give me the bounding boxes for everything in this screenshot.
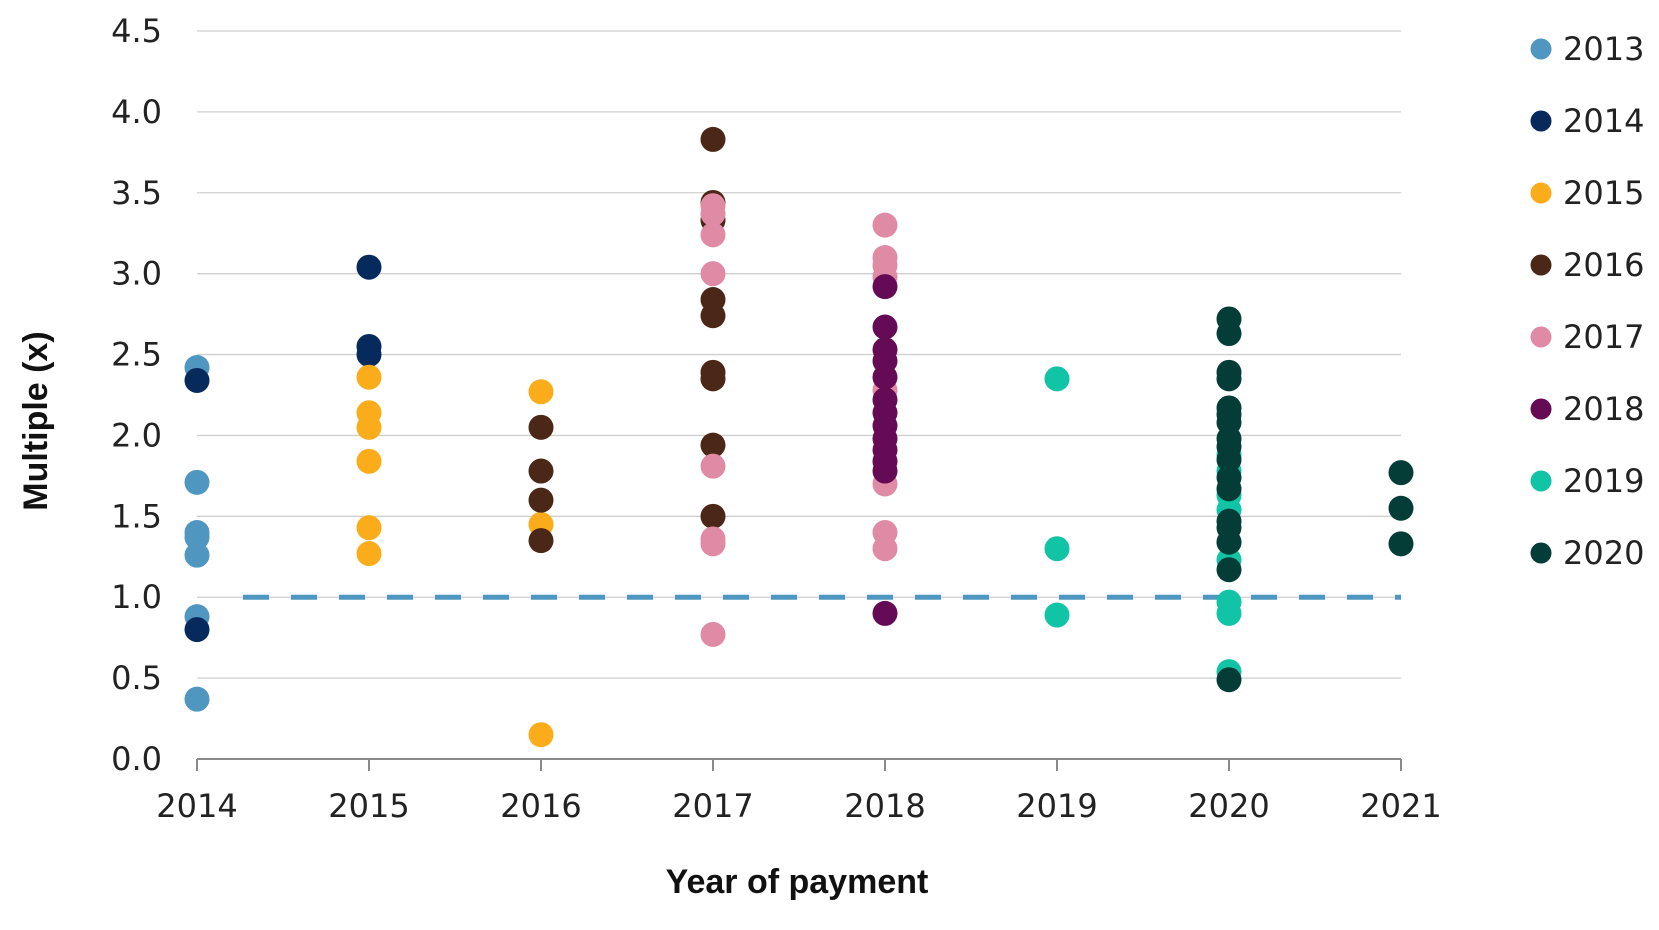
data-point-2018 bbox=[872, 314, 898, 340]
x-tick-label: 2016 bbox=[500, 787, 581, 825]
legend-marker-2020 bbox=[1530, 542, 1552, 564]
legend-marker-2016 bbox=[1530, 254, 1552, 276]
data-point-2017 bbox=[872, 212, 898, 238]
data-point-2017 bbox=[700, 201, 726, 227]
y-tick-label: 0.0 bbox=[111, 740, 162, 778]
legend-marker-2017 bbox=[1530, 326, 1552, 348]
y-tick-label: 4.5 bbox=[111, 12, 162, 50]
x-tick-label: 2021 bbox=[1360, 787, 1441, 825]
data-points bbox=[184, 126, 1414, 748]
legend-marker-2018 bbox=[1530, 398, 1552, 420]
y-tick-label: 2.5 bbox=[111, 336, 162, 374]
data-point-2019 bbox=[1044, 602, 1070, 628]
x-tick-label: 2019 bbox=[1016, 787, 1097, 825]
legend: 2013 2014 2015 2016 2017 2018 2019 2020 bbox=[1530, 30, 1644, 572]
legend-marker-2015 bbox=[1530, 182, 1552, 204]
y-axis-title: Multiple (x) bbox=[17, 331, 55, 510]
legend-label: 2013 bbox=[1563, 30, 1644, 68]
data-point-2016 bbox=[700, 303, 726, 329]
data-point-2016 bbox=[700, 366, 726, 392]
data-point-2018 bbox=[872, 600, 898, 626]
data-point-2016 bbox=[700, 432, 726, 458]
data-point-2015 bbox=[356, 364, 382, 390]
data-point-2020 bbox=[1216, 321, 1242, 347]
data-point-2015 bbox=[528, 722, 554, 748]
legend-label: 2016 bbox=[1563, 246, 1644, 284]
data-point-2013 bbox=[184, 542, 210, 568]
data-point-2017 bbox=[700, 453, 726, 479]
data-point-2016 bbox=[528, 487, 554, 513]
x-tick-label: 2020 bbox=[1188, 787, 1269, 825]
data-point-2018 bbox=[872, 274, 898, 300]
data-point-2015 bbox=[356, 541, 382, 567]
legend-label: 2018 bbox=[1563, 390, 1644, 428]
legend-label: 2014 bbox=[1563, 102, 1644, 140]
data-point-2020 bbox=[1216, 557, 1242, 583]
data-point-2015 bbox=[528, 379, 554, 405]
data-point-2016 bbox=[528, 414, 554, 440]
data-point-2015 bbox=[356, 448, 382, 474]
data-point-2020 bbox=[1216, 529, 1242, 555]
data-point-2020 bbox=[1388, 495, 1414, 521]
data-point-2018 bbox=[872, 458, 898, 484]
data-point-2020 bbox=[1216, 476, 1242, 502]
data-point-2019 bbox=[1044, 366, 1070, 392]
data-point-2014 bbox=[184, 617, 210, 643]
data-point-2020 bbox=[1216, 667, 1242, 693]
data-point-2019 bbox=[1216, 600, 1242, 626]
data-point-2014 bbox=[356, 254, 382, 280]
data-point-2017 bbox=[700, 621, 726, 647]
data-point-2015 bbox=[356, 414, 382, 440]
y-tick-label: 2.0 bbox=[111, 416, 162, 454]
x-tick-label: 2017 bbox=[672, 787, 753, 825]
data-point-2020 bbox=[1216, 366, 1242, 392]
data-point-2020 bbox=[1388, 460, 1414, 486]
data-point-2015 bbox=[356, 515, 382, 541]
x-tick-label: 2018 bbox=[844, 787, 925, 825]
data-point-2020 bbox=[1216, 447, 1242, 473]
legend-marker-2013 bbox=[1530, 38, 1552, 60]
x-tick-label: 2014 bbox=[156, 787, 237, 825]
data-point-2016 bbox=[528, 458, 554, 484]
data-point-2014 bbox=[184, 367, 210, 393]
x-tick-label: 2015 bbox=[328, 787, 409, 825]
data-point-2019 bbox=[1044, 536, 1070, 562]
y-tick-label: 3.0 bbox=[111, 255, 162, 293]
y-tick-label: 1.5 bbox=[111, 497, 162, 535]
legend-label: 2015 bbox=[1563, 174, 1644, 212]
data-point-2017 bbox=[700, 531, 726, 557]
y-tick-label: 1.0 bbox=[111, 578, 162, 616]
y-tick-label: 0.5 bbox=[111, 659, 162, 697]
data-point-2013 bbox=[184, 524, 210, 550]
data-point-2013 bbox=[184, 686, 210, 712]
data-point-2017 bbox=[872, 536, 898, 562]
data-point-2013 bbox=[184, 469, 210, 495]
legend-label: 2017 bbox=[1563, 318, 1644, 356]
data-point-2017 bbox=[700, 222, 726, 248]
legend-marker-2019 bbox=[1530, 470, 1552, 492]
legend-label: 2019 bbox=[1563, 462, 1644, 500]
y-tick-label: 4.0 bbox=[111, 93, 162, 131]
data-point-2017 bbox=[700, 261, 726, 287]
legend-label: 2020 bbox=[1563, 534, 1644, 572]
x-axis-title: Year of payment bbox=[666, 863, 929, 901]
y-tick-label: 3.5 bbox=[111, 174, 162, 212]
data-point-2016 bbox=[700, 126, 726, 152]
legend-marker-2014 bbox=[1530, 110, 1552, 132]
data-point-2014 bbox=[356, 342, 382, 368]
data-point-2020 bbox=[1388, 531, 1414, 557]
data-point-2016 bbox=[700, 503, 726, 529]
axes: 0.0 0.5 1.0 1.5 2.0 2.5 3.0 3.5 4.0 4.5 2014 2015 20… bbox=[111, 12, 1442, 825]
data-point-2016 bbox=[528, 528, 554, 554]
data-point-2018 bbox=[872, 364, 898, 390]
